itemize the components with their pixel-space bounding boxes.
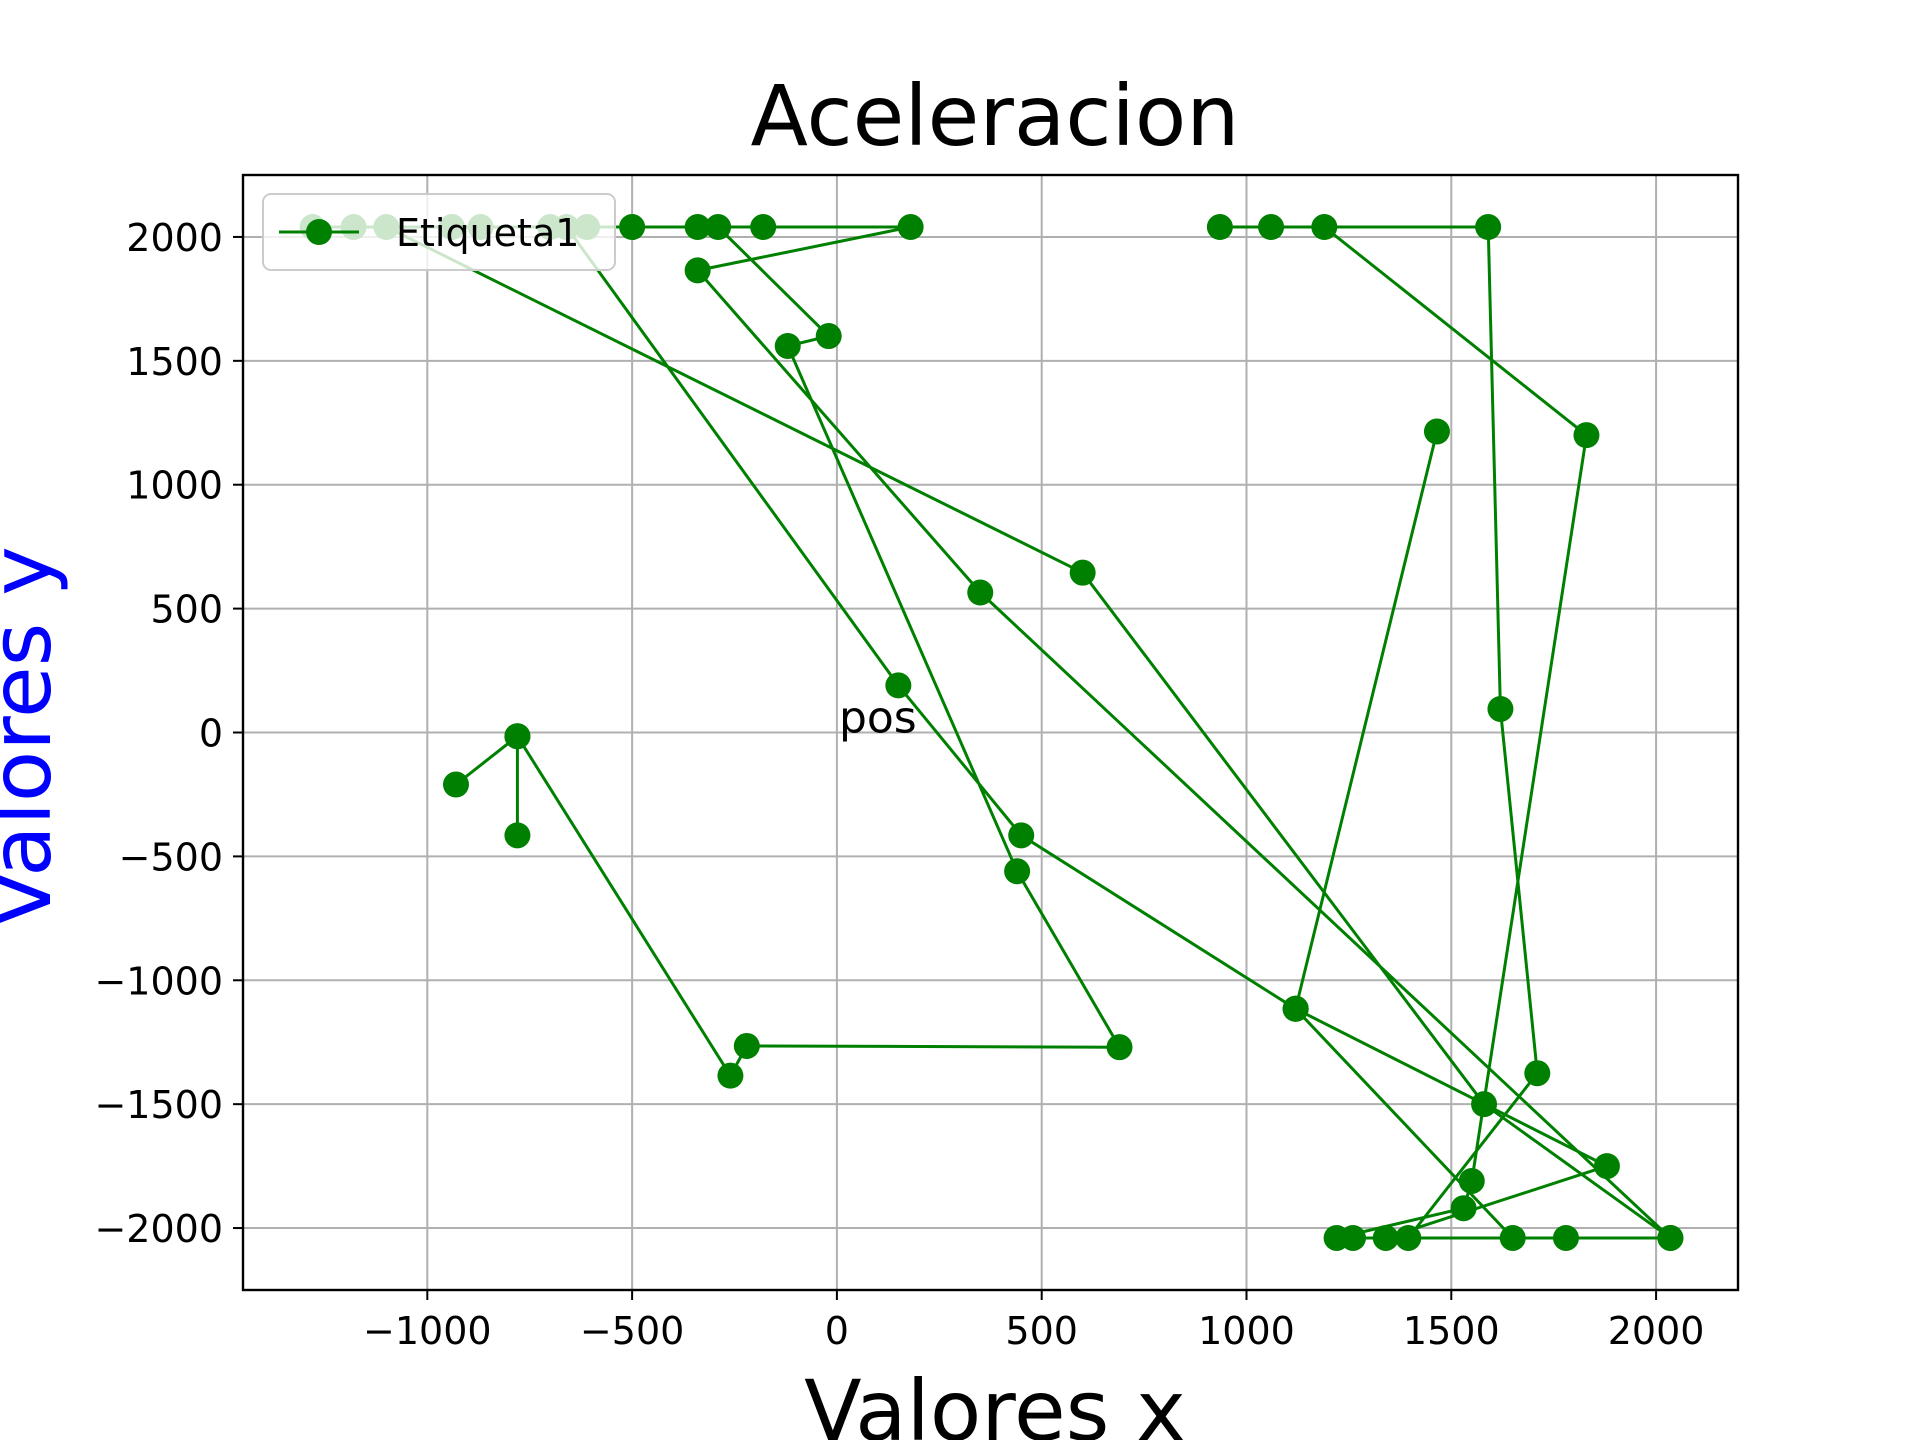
data-point — [897, 214, 924, 241]
data-point — [1552, 1224, 1579, 1251]
data-point — [1282, 995, 1309, 1022]
x-tick-label: 1000 — [1198, 1309, 1295, 1353]
data-point — [1069, 559, 1096, 586]
data-point — [1106, 1034, 1133, 1061]
data-point — [684, 214, 711, 241]
data-point — [442, 771, 469, 798]
data-point — [1004, 858, 1031, 885]
x-tick-label: −1000 — [363, 1309, 492, 1353]
x-tick-label: 0 — [825, 1309, 849, 1353]
x-tick-label: 2000 — [1608, 1309, 1705, 1353]
x-tick-label: 500 — [1005, 1309, 1078, 1353]
y-tick-label: 1000 — [126, 464, 223, 508]
y-axis-label: Valores y — [0, 546, 70, 928]
legend-frame — [262, 193, 616, 271]
legend-entry-label: Etiqueta1 — [396, 211, 579, 255]
data-point — [684, 257, 711, 284]
data-point — [1487, 695, 1514, 722]
legend-marker-sample — [306, 219, 332, 245]
annotation-pos: pos — [839, 693, 917, 744]
data-point — [967, 579, 994, 606]
data-point — [1593, 1153, 1620, 1180]
y-tick-label: −1500 — [94, 1083, 223, 1127]
x-axis-label: Valores x — [804, 1362, 1186, 1440]
data-point — [1657, 1224, 1684, 1251]
data-point — [1008, 822, 1035, 849]
y-tick-label: −1000 — [94, 959, 223, 1003]
data-point — [504, 822, 531, 849]
data-point — [1471, 1091, 1498, 1118]
data-point — [1475, 214, 1502, 241]
chart-title: Aceleracion — [750, 67, 1239, 165]
data-point — [815, 323, 842, 350]
y-tick-label: 2000 — [126, 216, 223, 260]
ticks: −1000 −500 0 500 1000 1500 2000 2000 1500 1000 500… — [94, 216, 1704, 1353]
y-tick-label: 500 — [150, 588, 223, 632]
data-point — [1323, 1224, 1350, 1251]
x-tick-label: −500 — [580, 1309, 684, 1353]
data-point — [750, 214, 777, 241]
y-tick-label: −2000 — [94, 1207, 223, 1251]
data-point — [619, 214, 646, 241]
data-point — [1450, 1195, 1477, 1222]
data-point — [1206, 214, 1233, 241]
data-point — [1395, 1224, 1422, 1251]
data-point — [1499, 1224, 1526, 1251]
y-tick-label: 1500 — [126, 340, 223, 384]
data-point — [885, 672, 912, 699]
y-tick-label: −500 — [119, 835, 223, 879]
data-point — [1372, 1224, 1399, 1251]
x-tick-label: 1500 — [1403, 1309, 1500, 1353]
data-point — [504, 723, 531, 750]
data-point — [1458, 1167, 1485, 1194]
data-point — [1258, 214, 1285, 241]
data-point — [1573, 422, 1600, 449]
data-point — [1423, 418, 1450, 445]
data-point — [1524, 1060, 1551, 1087]
data-point — [774, 332, 801, 359]
data-point — [733, 1032, 760, 1059]
data-point — [705, 214, 732, 241]
data-point — [717, 1062, 744, 1089]
legend: Etiqueta1 — [262, 193, 616, 271]
data-point — [1311, 214, 1338, 241]
y-tick-label: 0 — [199, 712, 223, 756]
